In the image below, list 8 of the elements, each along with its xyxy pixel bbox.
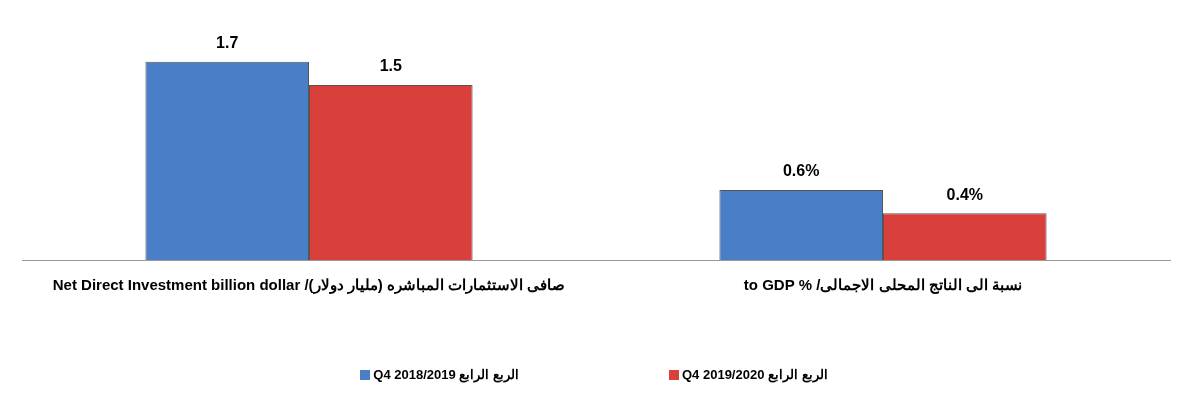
x-tick-label: صافى الاستثمارات المباشره (مليار دولار)/ Net Direct Investment billion dollar [51, 275, 567, 294]
data-label: 0.6% [782, 162, 820, 180]
data-label: 1.5 [379, 57, 403, 75]
data-label: 1.7 [216, 34, 239, 52]
x-tick-label: نسبة الى الناتج المحلى الاجمالى/ % to GDP [742, 275, 1024, 294]
legend-label: الربع الرابع Q4 2018/2019 [373, 367, 519, 382]
data-label: 0.4% [946, 185, 984, 203]
legend-label: الربع الرابع Q4 2019/2020 [682, 367, 828, 382]
